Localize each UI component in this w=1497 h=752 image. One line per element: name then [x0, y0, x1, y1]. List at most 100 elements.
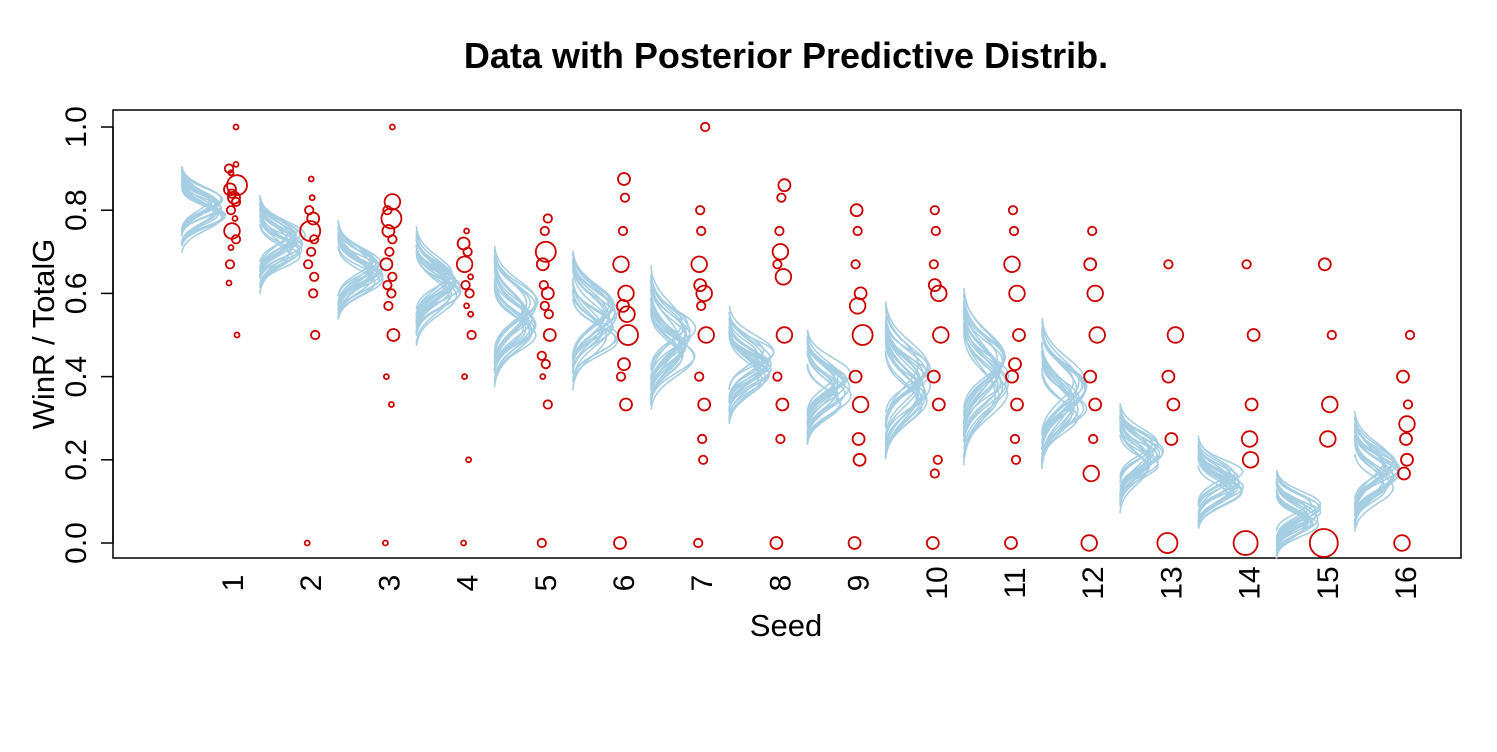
data-point: [535, 257, 550, 272]
y-axis-label: WinR / TotalG: [26, 239, 61, 430]
data-point: [386, 328, 401, 342]
posterior-curve: [181, 186, 226, 247]
x-tick-label: 14: [1234, 566, 1267, 599]
data-point: [387, 271, 398, 282]
y-tick-label: 0.2: [60, 439, 93, 481]
posterior-curve: [884, 320, 932, 452]
data-point: [379, 257, 394, 272]
posterior-curve: [728, 335, 763, 422]
data-point: [540, 358, 551, 370]
data-point: [1083, 369, 1098, 384]
data-point: [230, 196, 242, 207]
data-point: [231, 215, 239, 222]
data-point: [542, 328, 557, 342]
data-point: [463, 302, 471, 310]
posterior-curve: [728, 331, 767, 424]
data-point: [382, 279, 393, 291]
posterior-curve: [884, 341, 928, 459]
x-tick-label: 3: [373, 575, 406, 592]
data-point: [851, 395, 870, 414]
data-point: [1398, 415, 1416, 433]
data-point: [932, 454, 943, 465]
data-point: [1321, 395, 1339, 414]
data-point: [463, 227, 471, 235]
data-point: [1166, 326, 1185, 344]
data-point: [306, 246, 317, 257]
posterior-curve: [650, 286, 684, 371]
posterior-curve: [337, 235, 384, 317]
data-point: [695, 205, 706, 216]
posterior-curve: [1197, 452, 1234, 524]
posterior-curve: [180, 170, 211, 230]
data-point: [1232, 530, 1259, 556]
data-point: [1009, 433, 1021, 445]
data-point: [847, 536, 862, 550]
posterior-curve: [1197, 438, 1244, 505]
x-tick-label: 6: [608, 575, 641, 592]
data-point: [775, 397, 790, 412]
posterior-curve: [1275, 469, 1322, 539]
data-point: [1402, 399, 1414, 410]
posterior-curve: [337, 226, 371, 320]
data-point: [1088, 433, 1099, 445]
data-point: [386, 288, 397, 299]
data-point: [308, 288, 319, 299]
data-point: [461, 373, 469, 381]
data-point: [383, 300, 394, 311]
data-point: [1007, 205, 1019, 216]
data-point: [931, 397, 946, 412]
data-point: [775, 433, 786, 445]
posterior-curve: [1275, 483, 1310, 552]
posterior-curve: [884, 350, 918, 447]
data-point: [695, 284, 713, 303]
posterior-curve: [415, 251, 462, 334]
posterior-curve: [572, 298, 617, 379]
data-point: [1246, 328, 1261, 342]
posterior-curve: [1041, 329, 1087, 451]
posterior-curve: [806, 347, 852, 444]
data-point: [1400, 452, 1414, 467]
data-point: [384, 246, 395, 257]
posterior-curve: [650, 279, 697, 377]
data-point: [460, 279, 471, 291]
posterior-curve: [1275, 495, 1314, 552]
x-tick-label: 16: [1390, 566, 1423, 599]
data-point: [1008, 225, 1020, 237]
data-point: [1166, 397, 1181, 412]
posterior-curve: [493, 284, 535, 372]
posterior-curve: [650, 304, 695, 410]
posterior-curve: [1041, 321, 1080, 442]
posterior-curve: [884, 322, 931, 413]
posterior-curve: [806, 342, 848, 416]
posterior-curve: [1119, 415, 1152, 505]
data-point: [617, 284, 635, 303]
chart-title: Data with Posterior Predictive Distrib.: [464, 35, 1108, 76]
posterior-curve: [806, 342, 846, 428]
y-tick-label: 0.8: [60, 189, 93, 231]
posterior-curve: [1041, 334, 1084, 437]
data-point: [310, 329, 321, 341]
data-point: [381, 539, 389, 547]
data-point: [694, 371, 705, 382]
posterior-curve: [415, 246, 457, 317]
posterior-curve: [1041, 354, 1075, 464]
data-point: [1396, 369, 1410, 384]
data-point: [852, 225, 863, 237]
data-point: [928, 259, 939, 270]
data-point: [539, 373, 547, 381]
posterior-curve: [1197, 451, 1240, 516]
data-point: [1083, 257, 1098, 272]
posterior-curve: [493, 277, 531, 388]
data-point: [540, 286, 555, 301]
data-point: [233, 331, 241, 339]
data-point: [1086, 284, 1104, 303]
data-point: [536, 537, 547, 549]
posterior-curve: [337, 219, 373, 305]
data-point: [848, 369, 863, 384]
data-point: [1010, 454, 1022, 465]
data-point: [465, 456, 473, 464]
data-point: [1087, 225, 1098, 237]
posterior-curve: [493, 255, 532, 350]
data-point: [771, 243, 790, 261]
posterior-curve: [415, 255, 461, 331]
